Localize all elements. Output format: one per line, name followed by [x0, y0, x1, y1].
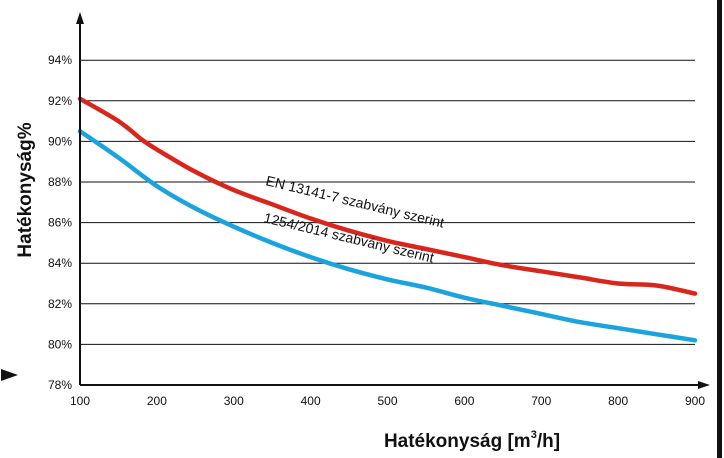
x-tick-label: 700	[531, 394, 551, 408]
x-tick-labels: 100 200 300 400 500 600 700 800 900	[70, 394, 705, 408]
left-arrow-icon	[1, 369, 18, 381]
right-border	[717, 0, 722, 458]
y-tick-label: 86%	[48, 216, 72, 230]
y-tick-label: 84%	[48, 256, 72, 270]
x-axis-title-superscript: 3	[531, 429, 537, 441]
x-tick-label: 400	[301, 394, 321, 408]
series-line-1254-2014	[77, 129, 698, 343]
y-tick-label: 88%	[48, 175, 72, 189]
y-tick-labels: 78% 80% 82% 84% 86% 88% 90% 92% 94%	[48, 53, 72, 392]
x-tick-label: 100	[70, 394, 90, 408]
series-lines	[77, 96, 698, 343]
y-tick-label: 90%	[48, 134, 72, 148]
y-tick-label: 82%	[48, 297, 72, 311]
grid-lines	[80, 59, 695, 345]
y-tick-label: 92%	[48, 94, 72, 108]
axes	[76, 12, 710, 389]
y-tick-label: 94%	[48, 53, 72, 67]
x-tick-label: 600	[454, 394, 474, 408]
x-tick-label: 900	[685, 394, 705, 408]
y-axis-title: Hatékonyság%	[15, 122, 36, 257]
series-line-en-13141-7	[77, 96, 698, 296]
y-tick-label: 78%	[48, 378, 72, 392]
x-tick-label: 500	[377, 394, 397, 408]
x-tick-label: 300	[224, 394, 244, 408]
x-axis-arrow-icon	[698, 381, 710, 389]
x-axis-title-main: Hatékonyság [m	[384, 431, 531, 452]
x-axis-title-tail: /h]	[537, 431, 560, 452]
y-axis-arrow-icon	[76, 12, 84, 24]
x-axis-title: Hatékonyság [m3/h]	[384, 429, 560, 452]
y-tick-label: 80%	[48, 337, 72, 351]
x-tick-label: 800	[608, 394, 628, 408]
x-tick-label: 200	[147, 394, 167, 408]
